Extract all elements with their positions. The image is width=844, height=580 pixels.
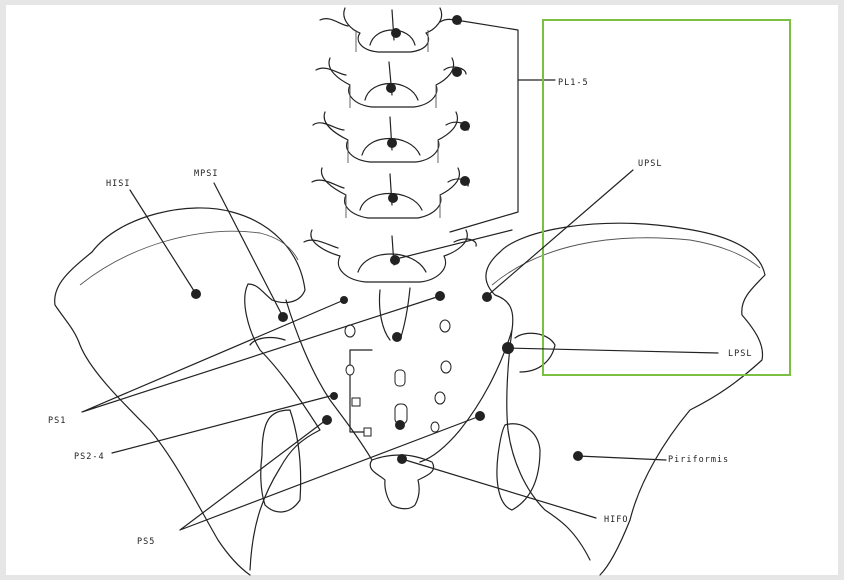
label-upsl: UPSL bbox=[638, 159, 662, 169]
landmark-dots bbox=[191, 15, 583, 464]
landmark-dot bbox=[460, 176, 470, 186]
label-mpsi: MPSI bbox=[194, 169, 218, 179]
landmark-dot bbox=[191, 289, 201, 299]
landmark-dot bbox=[322, 415, 332, 425]
landmark-dot bbox=[475, 411, 485, 421]
label-hifo: HIFO bbox=[604, 515, 628, 525]
landmark-dot bbox=[388, 193, 398, 203]
landmark-dot bbox=[435, 291, 445, 301]
label-hisi: HISI bbox=[106, 179, 130, 189]
label-ps2-4: PS2-4 bbox=[74, 452, 105, 462]
landmark-dot bbox=[390, 255, 400, 265]
label-ps1: PS1 bbox=[48, 416, 66, 426]
landmark-dot bbox=[392, 332, 402, 342]
landmark-dot bbox=[452, 67, 462, 77]
landmark-dot bbox=[387, 138, 397, 148]
label-ps5: PS5 bbox=[137, 537, 155, 547]
leader-lines bbox=[81, 169, 719, 531]
landmark-dot bbox=[386, 83, 396, 93]
landmark-dot bbox=[397, 454, 407, 464]
landmark-dot bbox=[460, 121, 470, 131]
landmark-dot bbox=[452, 15, 462, 25]
label-lpsl: LPSL bbox=[728, 349, 752, 359]
label-piriformis: Piriformis bbox=[668, 455, 729, 465]
landmark-dot bbox=[573, 451, 583, 461]
drawing-sheet bbox=[6, 5, 838, 575]
landmark-dot bbox=[340, 296, 348, 304]
landmark-dot bbox=[391, 28, 401, 38]
landmark-dot bbox=[502, 342, 514, 354]
label-pl1-5: PL1-5 bbox=[558, 78, 589, 88]
landmark-dot bbox=[395, 420, 405, 430]
landmark-dot bbox=[278, 312, 288, 322]
landmark-dot bbox=[330, 392, 338, 400]
pelvis-outline bbox=[54, 207, 766, 576]
landmark-dot bbox=[482, 292, 492, 302]
highlight-box bbox=[542, 19, 791, 376]
